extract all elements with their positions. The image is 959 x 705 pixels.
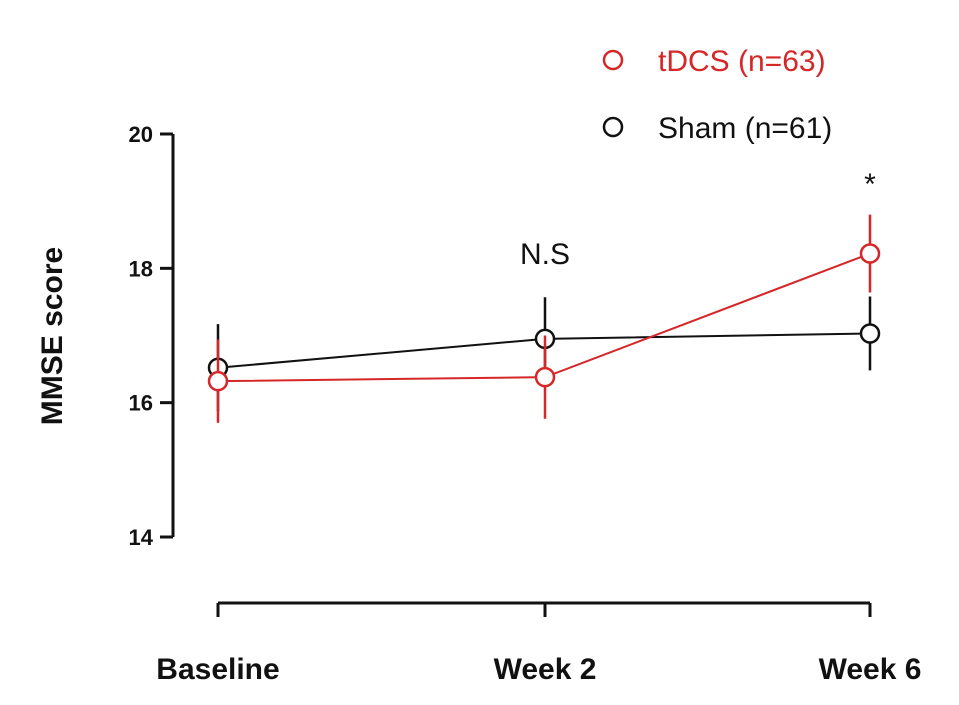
legend-item-sham: Sham (n=61)	[602, 112, 832, 145]
y-tick-label: 20	[129, 122, 153, 147]
y-axis: 14 16 18 20	[129, 122, 175, 550]
data-point	[207, 370, 229, 392]
legend-label: Sham (n=61)	[658, 112, 832, 145]
y-axis-title: MMSE score	[36, 247, 69, 425]
series-tdcs	[207, 214, 881, 423]
data-point	[859, 323, 881, 344]
significance-star: *	[864, 168, 876, 201]
legend-marker	[602, 49, 624, 71]
legend-marker	[602, 116, 624, 138]
legend-label: tDCS (n=63)	[658, 45, 826, 78]
x-tick-label: Week 2	[494, 653, 597, 686]
series-sham	[207, 296, 881, 412]
plot-area	[207, 214, 881, 423]
legend-item-tdcs: tDCS (n=63)	[602, 45, 826, 78]
y-tick-label: 18	[129, 256, 153, 281]
x-axis: Baseline Week 2 Week 6	[156, 601, 922, 686]
data-point	[859, 243, 881, 264]
annotations: N.S *	[520, 168, 876, 271]
annotation-ns: N.S	[520, 238, 570, 271]
y-tick-label: 16	[129, 391, 153, 416]
x-tick-label: Baseline	[156, 653, 279, 686]
legend: tDCS (n=63) Sham (n=61)	[602, 45, 832, 145]
y-tick-label: 14	[129, 525, 154, 550]
x-tick-label: Week 6	[819, 653, 922, 686]
data-point	[534, 366, 556, 388]
